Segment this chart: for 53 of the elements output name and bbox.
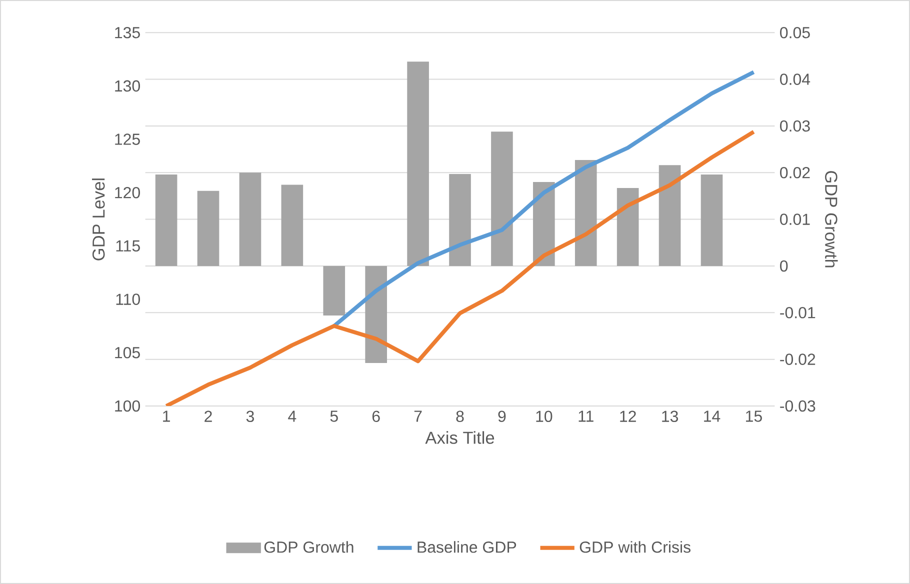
y2-tick-label: -0.01 <box>780 307 816 318</box>
x-tick-label: 8 <box>456 410 464 422</box>
x-axis-title: Axis Title <box>425 431 494 444</box>
bar <box>323 266 346 316</box>
x-tick-label: 12 <box>620 410 636 422</box>
y2-tick-label: 0.03 <box>780 120 810 132</box>
x-tick-label: 9 <box>498 410 506 422</box>
y-tick-label: 100 <box>115 400 140 412</box>
bar <box>239 172 262 266</box>
x-tick-label: 1 <box>163 410 170 422</box>
line-series <box>332 70 756 328</box>
y-tick-label: 105 <box>115 347 140 358</box>
y-tick-label: 135 <box>115 26 140 38</box>
bar <box>574 160 597 266</box>
y2-axis-title: GDP Growth <box>825 171 838 268</box>
y-tick-label: 120 <box>115 187 140 198</box>
bar <box>155 174 178 266</box>
y-tick-label: 115 <box>116 240 140 252</box>
legend-label: GDP Growth <box>264 541 354 553</box>
y-tick-label: 110 <box>116 294 140 305</box>
x-tick-label: 4 <box>288 410 296 422</box>
y2-tick-label: -0.03 <box>780 400 816 412</box>
bar <box>658 165 681 266</box>
legend-label: Baseline GDP <box>418 541 516 553</box>
x-tick-label: 10 <box>536 410 552 422</box>
x-tick-label: 3 <box>246 410 254 422</box>
y2-tick-label: 0 <box>780 260 788 272</box>
y-tick-label: 130 <box>115 80 140 92</box>
bar <box>700 174 723 266</box>
x-tick-label: 6 <box>372 410 380 422</box>
y2-tick-label: -0.02 <box>780 354 816 365</box>
line-series <box>164 130 756 406</box>
y2-tick-label: 0.02 <box>780 167 810 178</box>
x-tick-label: 5 <box>330 410 338 422</box>
bar <box>197 190 220 266</box>
x-tick-label: 2 <box>204 410 212 422</box>
bar <box>365 266 387 364</box>
bar <box>616 188 639 266</box>
x-tick-label: 15 <box>746 410 762 422</box>
x-tick-label: 7 <box>414 410 422 422</box>
bar <box>407 62 429 266</box>
x-tick-label: 13 <box>662 410 678 422</box>
y-axis-title: GDP Level <box>92 178 105 260</box>
legend-label: GDP with Crisis <box>580 541 690 553</box>
x-tick-label: 11 <box>578 410 594 422</box>
y-tick-label: 125 <box>115 134 140 145</box>
y2-tick-label: 0.01 <box>780 214 810 225</box>
y2-tick-label: 0.04 <box>780 74 810 85</box>
y2-tick-label: 0.05 <box>780 26 810 38</box>
x-tick-label: 14 <box>704 410 720 422</box>
bar <box>281 184 304 266</box>
bar <box>449 174 471 266</box>
bar <box>491 132 513 266</box>
